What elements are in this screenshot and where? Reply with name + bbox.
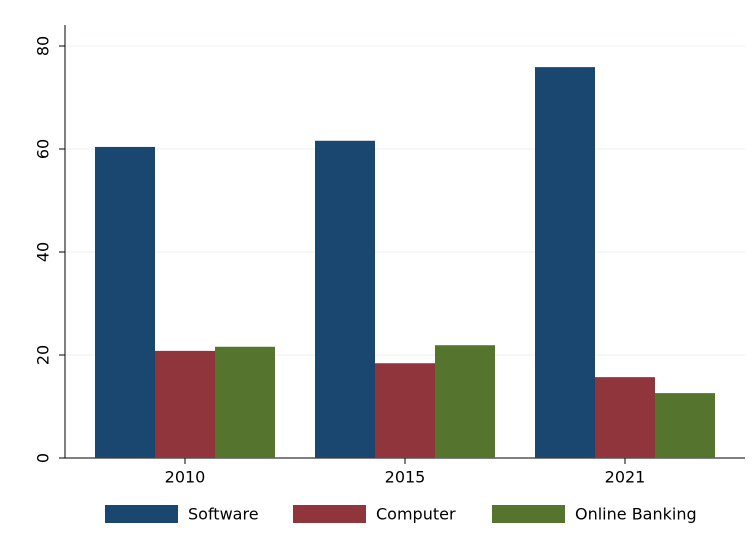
y-tick-label: 40 (34, 242, 53, 262)
bar (375, 363, 435, 458)
legend-swatch (492, 505, 565, 523)
legend-swatch (293, 505, 366, 523)
bar (95, 146, 155, 458)
y-tick-label: 20 (34, 345, 53, 365)
bar (315, 140, 375, 458)
x-tick-label: 2015 (385, 468, 426, 487)
y-tick-label: 60 (34, 139, 53, 159)
x-tick-label: 2021 (605, 468, 646, 487)
y-tick-label: 80 (34, 36, 53, 56)
bar (155, 350, 215, 458)
bar (435, 345, 495, 458)
x-tick-label: 2010 (165, 468, 206, 487)
y-tick-label: 0 (34, 453, 53, 463)
bar (215, 346, 275, 458)
legend-label: Online Banking (575, 505, 697, 524)
bar (595, 377, 655, 458)
legend-swatch (105, 505, 178, 523)
legend-label: Computer (376, 505, 456, 524)
bar (655, 393, 715, 458)
legend-label: Software (188, 505, 259, 524)
bar (535, 67, 595, 459)
